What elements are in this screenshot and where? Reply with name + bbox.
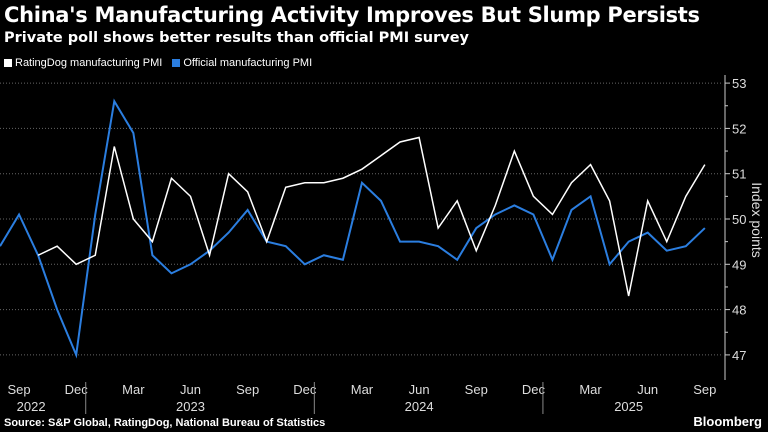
y-tick-label: 48: [732, 303, 746, 318]
x-tick-label: Jun: [637, 382, 658, 397]
series-line: [0, 98, 706, 359]
x-tick-label: Sep: [465, 382, 488, 397]
chart-subtitle: Private poll shows better results than o…: [4, 30, 469, 46]
x-year-label: 2025: [614, 399, 643, 414]
series-line: [37, 136, 706, 297]
source-note: Source: S&P Global, RatingDog, National …: [4, 417, 326, 429]
x-tick-label: Jun: [180, 382, 201, 397]
chart-title: China's Manufacturing Activity Improves …: [4, 3, 700, 27]
legend-swatch-official: [172, 59, 181, 67]
x-tick-label: Dec: [522, 382, 546, 397]
y-tick-label: 47: [732, 348, 746, 363]
x-year-label: 2024: [405, 399, 434, 414]
y-tick-label: 52: [732, 121, 746, 136]
series-official: [0, 98, 706, 359]
legend: RatingDog manufacturing PMI Official man…: [4, 57, 312, 69]
bloomberg-logo: Bloomberg: [693, 414, 762, 429]
x-tick-label: Dec: [65, 382, 89, 397]
x-tick-label: Sep: [236, 382, 259, 397]
y-tick-label: 53: [732, 76, 746, 91]
x-tick-label: Mar: [351, 382, 374, 397]
x-tick-label: Jun: [409, 382, 430, 397]
x-tick-label: Mar: [579, 382, 602, 397]
legend-item-official: Official manufacturing PMI: [172, 57, 312, 69]
x-tick-label: Sep: [7, 382, 30, 397]
y-tick-label: 51: [732, 167, 746, 182]
x-year-label: 2023: [176, 399, 205, 414]
legend-swatch-ratingdog: [4, 59, 12, 67]
legend-label-ratingdog: RatingDog manufacturing PMI: [15, 57, 163, 69]
legend-item-ratingdog: RatingDog manufacturing PMI: [4, 57, 162, 69]
series-ratingdog: [37, 136, 706, 297]
y-tick-label: 50: [732, 212, 746, 227]
y-tick-label: 49: [732, 257, 746, 272]
x-tick-label: Mar: [122, 382, 145, 397]
y-axis-label: Index points: [749, 182, 765, 258]
x-year-label: 2022: [17, 399, 46, 414]
legend-label-official: Official manufacturing PMI: [183, 57, 313, 69]
x-tick-label: Dec: [293, 382, 317, 397]
x-tick-label: Sep: [693, 382, 716, 397]
